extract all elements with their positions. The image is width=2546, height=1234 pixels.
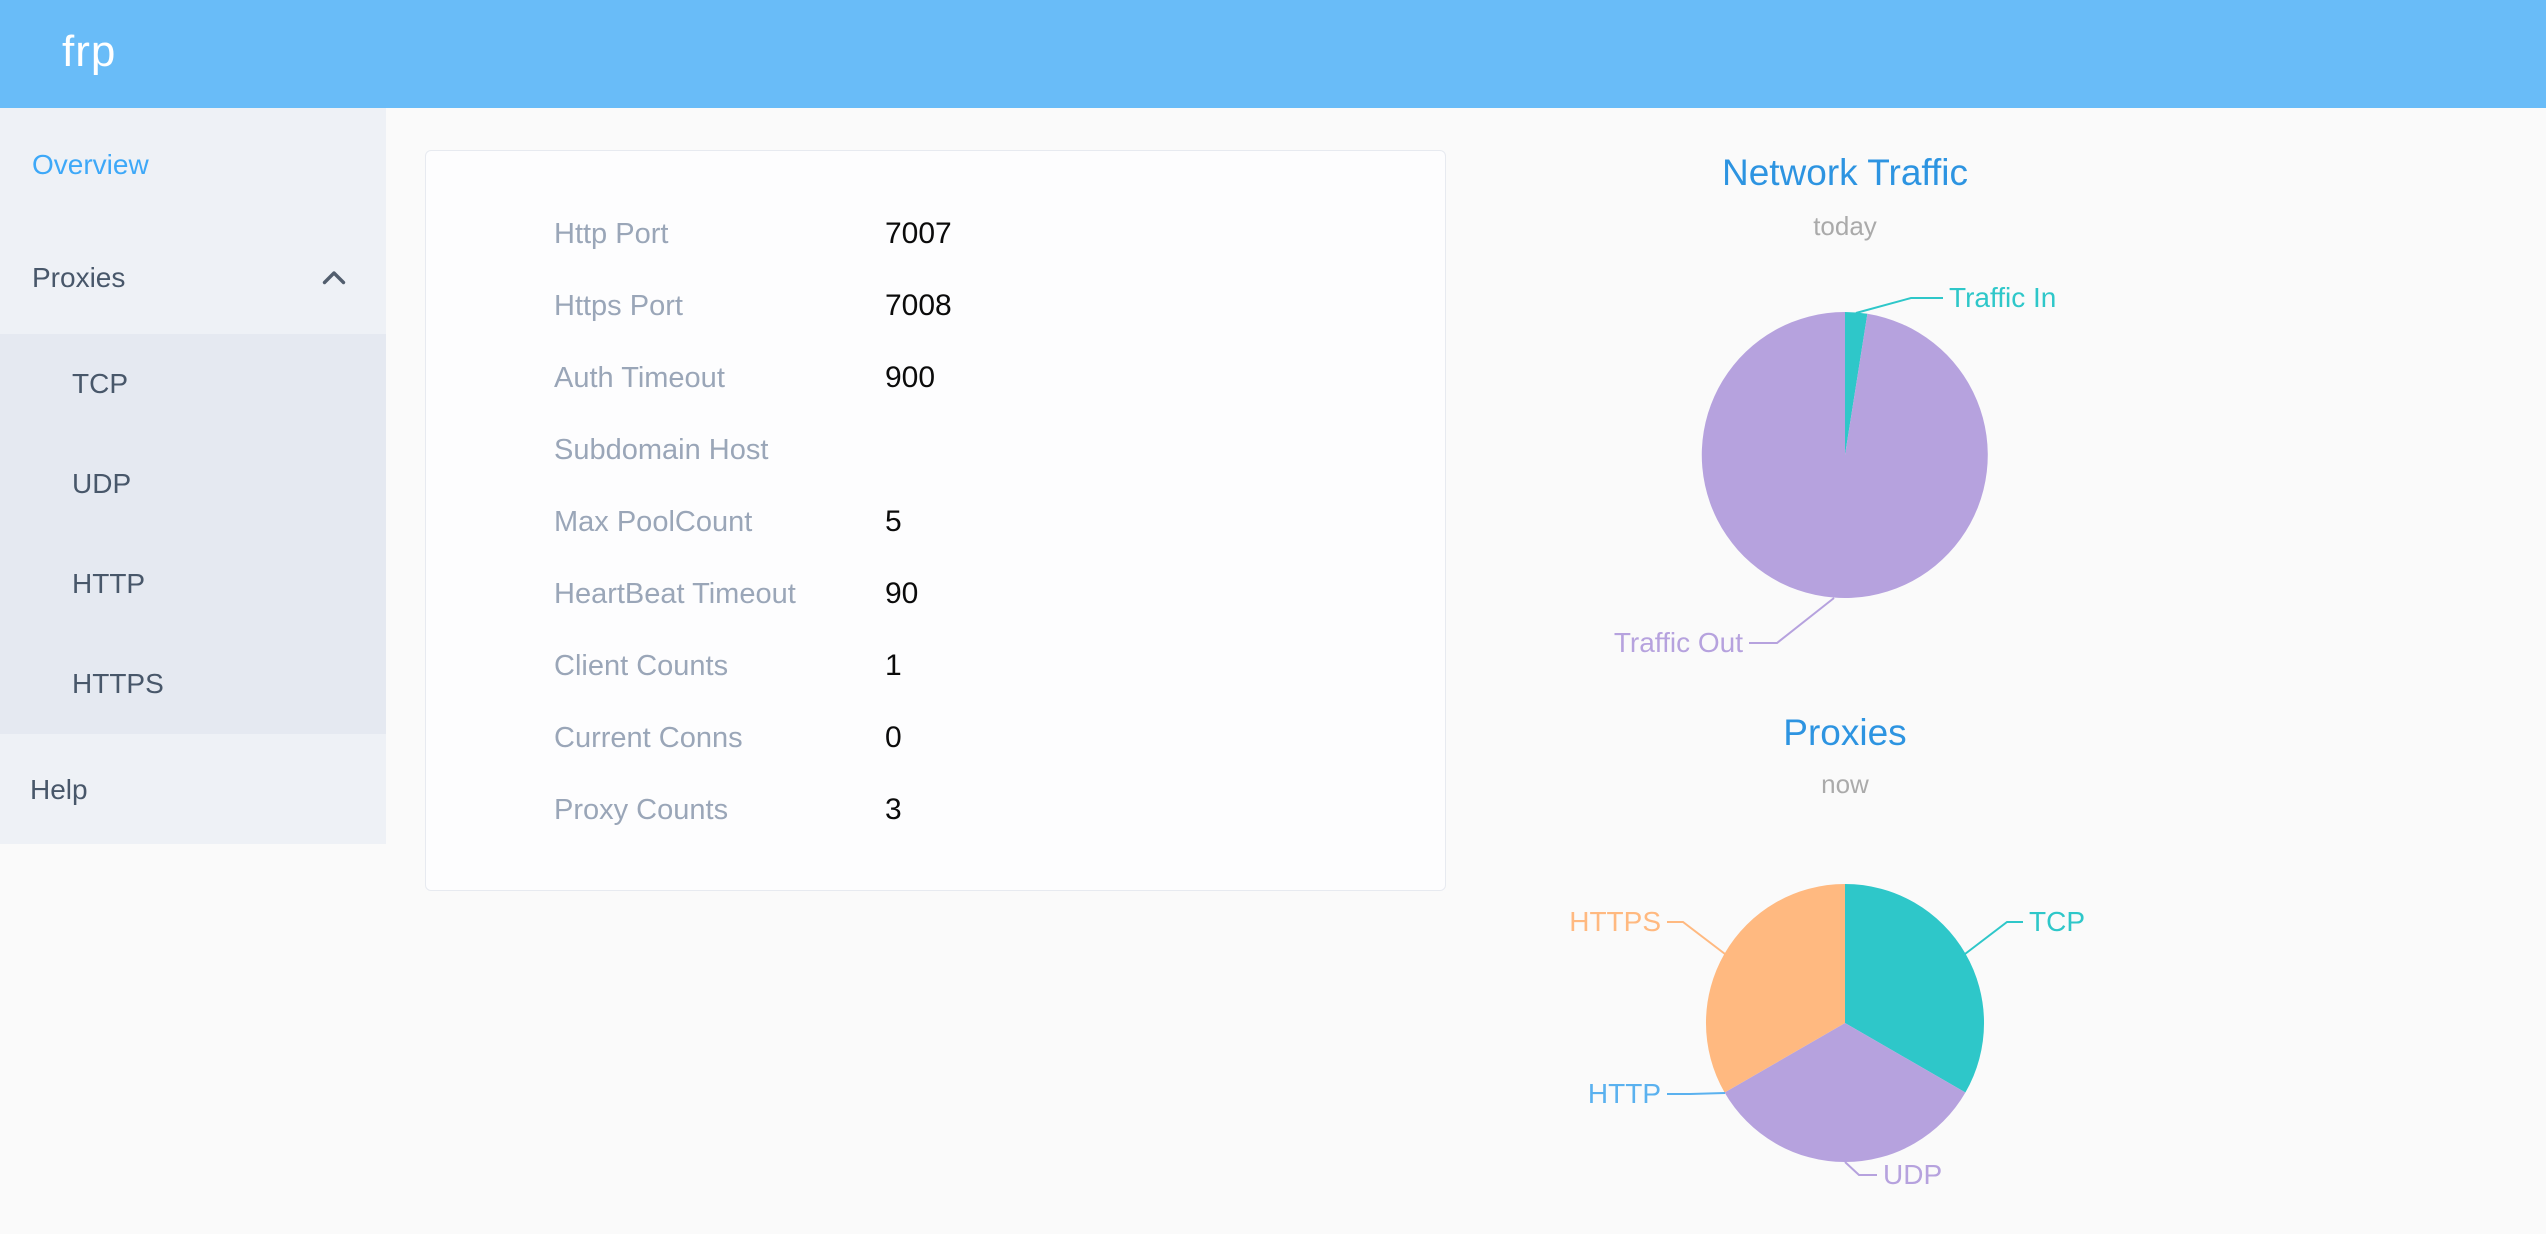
http-label: HTTP bbox=[1588, 1078, 1661, 1109]
pie-slice-tcp[interactable] bbox=[1845, 884, 1985, 1093]
info-value: 0 bbox=[885, 721, 902, 754]
traffic-in-label: Traffic In bbox=[1949, 282, 2056, 313]
pie-slice-udp[interactable] bbox=[1724, 1023, 1966, 1163]
sidebar-item-udp[interactable]: UDP bbox=[72, 468, 132, 499]
info-label: Http Port bbox=[554, 217, 669, 250]
https-leader-line bbox=[1667, 921, 1726, 955]
sidebar-item-https[interactable]: HTTPS bbox=[72, 668, 164, 699]
traffic-out-label: Traffic Out bbox=[1614, 627, 1743, 658]
sidebar-item-help[interactable]: Help bbox=[30, 773, 88, 805]
info-row-https-port: Https Port 7008 bbox=[426, 270, 1445, 342]
info-value: 7008 bbox=[885, 289, 952, 322]
network-traffic-chart-subtitle: today bbox=[1813, 211, 1877, 241]
sidebar: Overview Proxies TCP UDP HTTP HTTPS Help bbox=[0, 108, 386, 844]
info-value: 5 bbox=[885, 505, 902, 538]
info-row-http-port: Http Port 7007 bbox=[426, 198, 1445, 270]
sidebar-item-tcp[interactable]: TCP bbox=[72, 368, 128, 399]
network-traffic-chart-title: Network Traffic bbox=[1721, 152, 1969, 193]
server-info-card: Http Port 7007 Https Port 7008 Auth Time… bbox=[425, 150, 1446, 891]
pie-slice-traffic-out[interactable] bbox=[1701, 311, 1988, 598]
https-label: HTTPS bbox=[1569, 906, 1661, 937]
info-value: 1 bbox=[885, 649, 902, 682]
app-header: frp bbox=[0, 0, 2546, 108]
pie-slice-traffic-in[interactable] bbox=[1845, 312, 1868, 455]
info-value: 3 bbox=[885, 793, 902, 826]
traffic-in-leader-line bbox=[1855, 297, 1943, 314]
info-row-max-poolcount: Max PoolCount 5 bbox=[426, 486, 1445, 558]
info-label: Current Conns bbox=[554, 721, 743, 754]
tcp-label: TCP bbox=[2029, 906, 2085, 937]
info-label: Subdomain Host bbox=[554, 433, 769, 466]
network-traffic-pie-chart[interactable]: Traffic In Traffic Out bbox=[1545, 240, 2145, 660]
info-value: 900 bbox=[885, 361, 936, 394]
info-label: Proxy Counts bbox=[554, 793, 729, 826]
http-leader-line bbox=[1667, 1092, 1726, 1095]
udp-label: UDP bbox=[1883, 1159, 1942, 1190]
info-row-auth-timeout: Auth Timeout 900 bbox=[426, 342, 1445, 414]
proxies-chart-subtitle: now bbox=[1821, 769, 1869, 799]
info-label: HeartBeat Timeout bbox=[554, 577, 796, 610]
info-label: Auth Timeout bbox=[554, 361, 725, 394]
info-value: 7007 bbox=[885, 217, 952, 250]
chevron-up-icon bbox=[322, 271, 346, 285]
info-row-subdomain-host: Subdomain Host bbox=[426, 414, 1445, 486]
sidebar-item-overview[interactable]: Overview bbox=[32, 148, 149, 180]
info-value: 90 bbox=[885, 577, 919, 610]
info-row-heartbeat-timeout: HeartBeat Timeout 90 bbox=[426, 558, 1445, 630]
sidebar-item-proxies-label: Proxies bbox=[32, 261, 126, 293]
info-row-proxy-counts: Proxy Counts 3 bbox=[426, 774, 1445, 846]
app-logo: frp bbox=[62, 27, 117, 76]
pie-slice-https[interactable] bbox=[1705, 884, 1845, 1093]
tcp-leader-line bbox=[1964, 921, 2023, 955]
sidebar-item-proxies[interactable]: Proxies bbox=[0, 221, 386, 334]
udp-leader-line bbox=[1844, 1161, 1877, 1176]
proxies-pie-chart[interactable]: TCP HTTPS HTTP UDP bbox=[1545, 830, 2145, 1234]
proxies-chart-title: Proxies bbox=[1783, 712, 1907, 753]
info-row-current-conns: Current Conns 0 bbox=[426, 702, 1445, 774]
info-label: Https Port bbox=[554, 289, 683, 322]
proxies-submenu: TCP UDP HTTP HTTPS bbox=[0, 334, 386, 734]
sidebar-item-http[interactable]: HTTP bbox=[72, 568, 146, 599]
traffic-out-leader-line bbox=[1749, 597, 1835, 644]
info-row-client-counts: Client Counts 1 bbox=[426, 630, 1445, 702]
info-label: Client Counts bbox=[554, 649, 729, 682]
info-label: Max PoolCount bbox=[554, 505, 753, 538]
